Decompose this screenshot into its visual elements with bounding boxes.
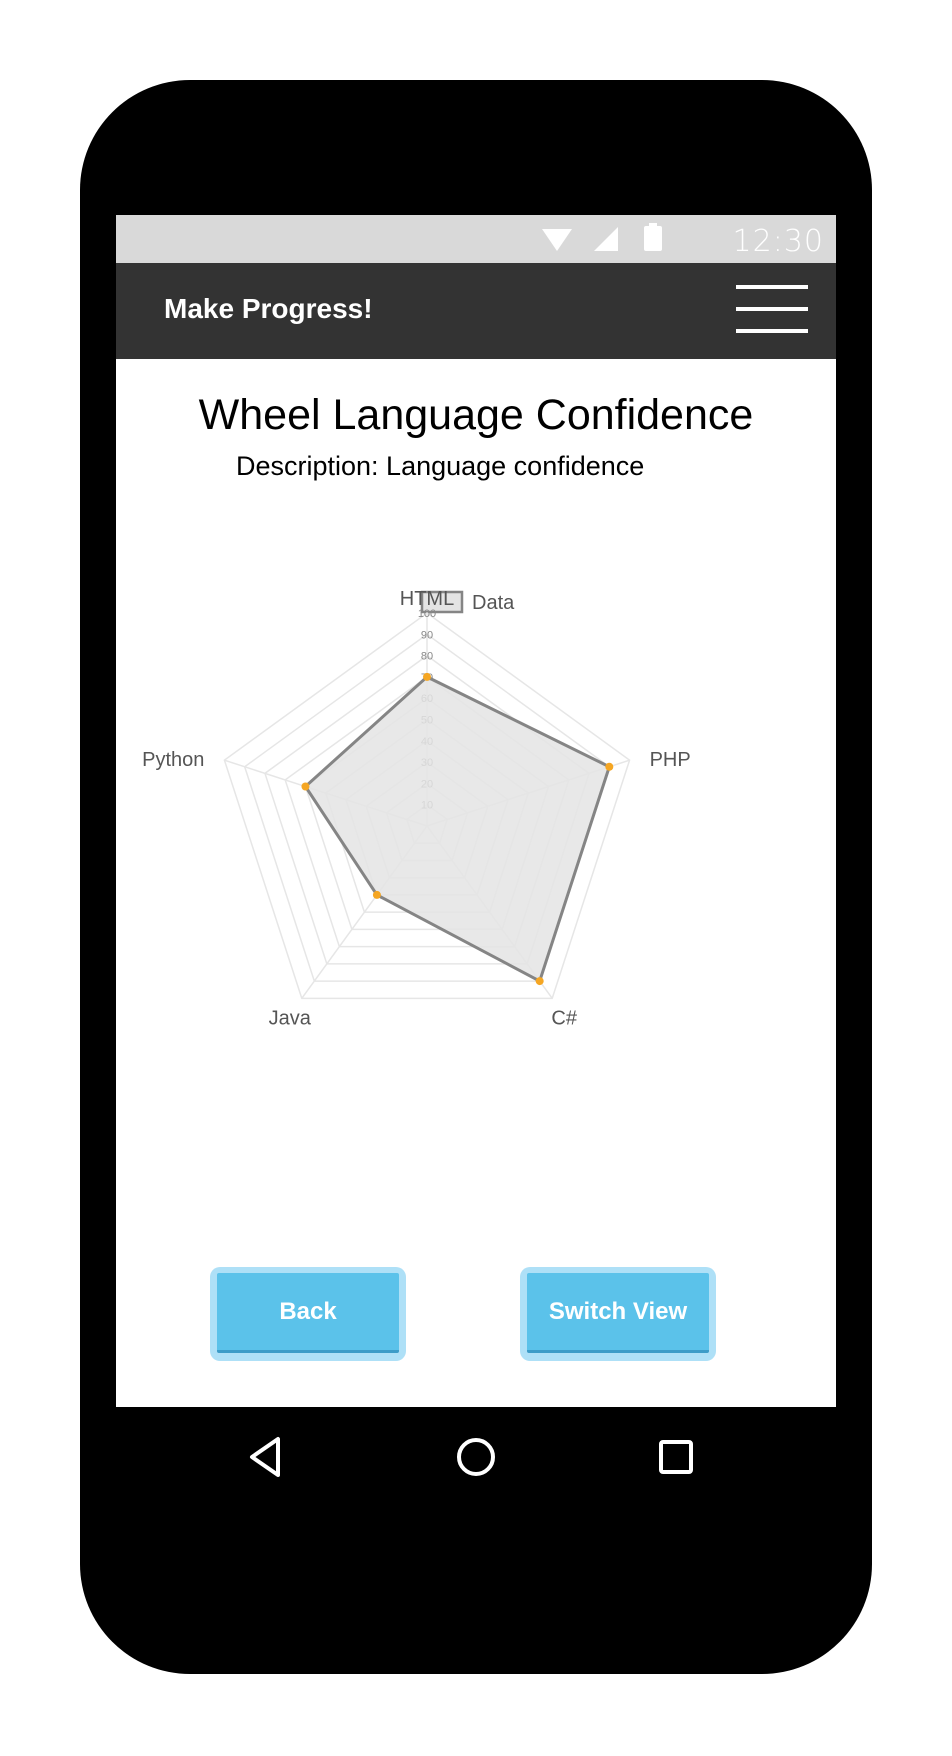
- tick-label: 80: [421, 651, 433, 663]
- status-time: 12:30: [732, 224, 824, 259]
- wifi-icon: [542, 229, 572, 251]
- legend-label: Data: [472, 592, 515, 614]
- switch-view-button-label: Switch View: [527, 1273, 709, 1353]
- page-title: Wheel Language Confidence: [198, 391, 754, 439]
- app-screen: 12:30 Make Progress! Wheel Language Conf…: [116, 215, 836, 1407]
- page-description: Description: Language confidence: [236, 451, 645, 481]
- axis-label-html: HTML: [400, 588, 454, 610]
- back-button-label: Back: [217, 1273, 399, 1353]
- data-point-html: [423, 672, 431, 681]
- radar-series: [301, 672, 614, 986]
- battery-icon: [644, 223, 662, 251]
- status-bar: 12:30: [116, 215, 836, 263]
- axis-label-csharp: C#: [551, 1007, 577, 1029]
- data-point-java: [372, 890, 381, 899]
- home-circle-icon[interactable]: [448, 1429, 504, 1485]
- chart-legend: Data: [420, 590, 515, 614]
- recents-square-icon[interactable]: [648, 1429, 704, 1485]
- switch-view-button[interactable]: Switch View: [520, 1267, 716, 1361]
- tick-label: 90: [421, 629, 433, 641]
- navigation-bar: [116, 1407, 836, 1507]
- hamburger-menu-icon[interactable]: [736, 285, 808, 335]
- data-point-php: [605, 762, 614, 771]
- grid-ring: [243, 633, 611, 982]
- radar-chart: Data 102030405060708090100 HTMLPHPC#Java…: [142, 588, 691, 1029]
- data-point-python: [301, 782, 310, 791]
- app-title: Make Progress!: [164, 293, 373, 324]
- tick-label: 100: [418, 608, 436, 620]
- axis-label-php: PHP: [650, 749, 691, 771]
- axis-label-python: Python: [142, 749, 204, 771]
- signal-icon: [594, 227, 618, 251]
- axis-label-java: Java: [269, 1007, 312, 1029]
- grid-ring: [223, 612, 631, 1000]
- back-button[interactable]: Back: [210, 1267, 406, 1361]
- back-triangle-icon[interactable]: [238, 1429, 294, 1485]
- radar-axis-labels: HTML PHP C# Java Python: [142, 588, 691, 1029]
- app-bar: Make Progress!: [116, 263, 836, 359]
- series-area: [303, 675, 612, 984]
- data-point-csharp: [535, 977, 544, 986]
- legend-swatch: [420, 590, 464, 614]
